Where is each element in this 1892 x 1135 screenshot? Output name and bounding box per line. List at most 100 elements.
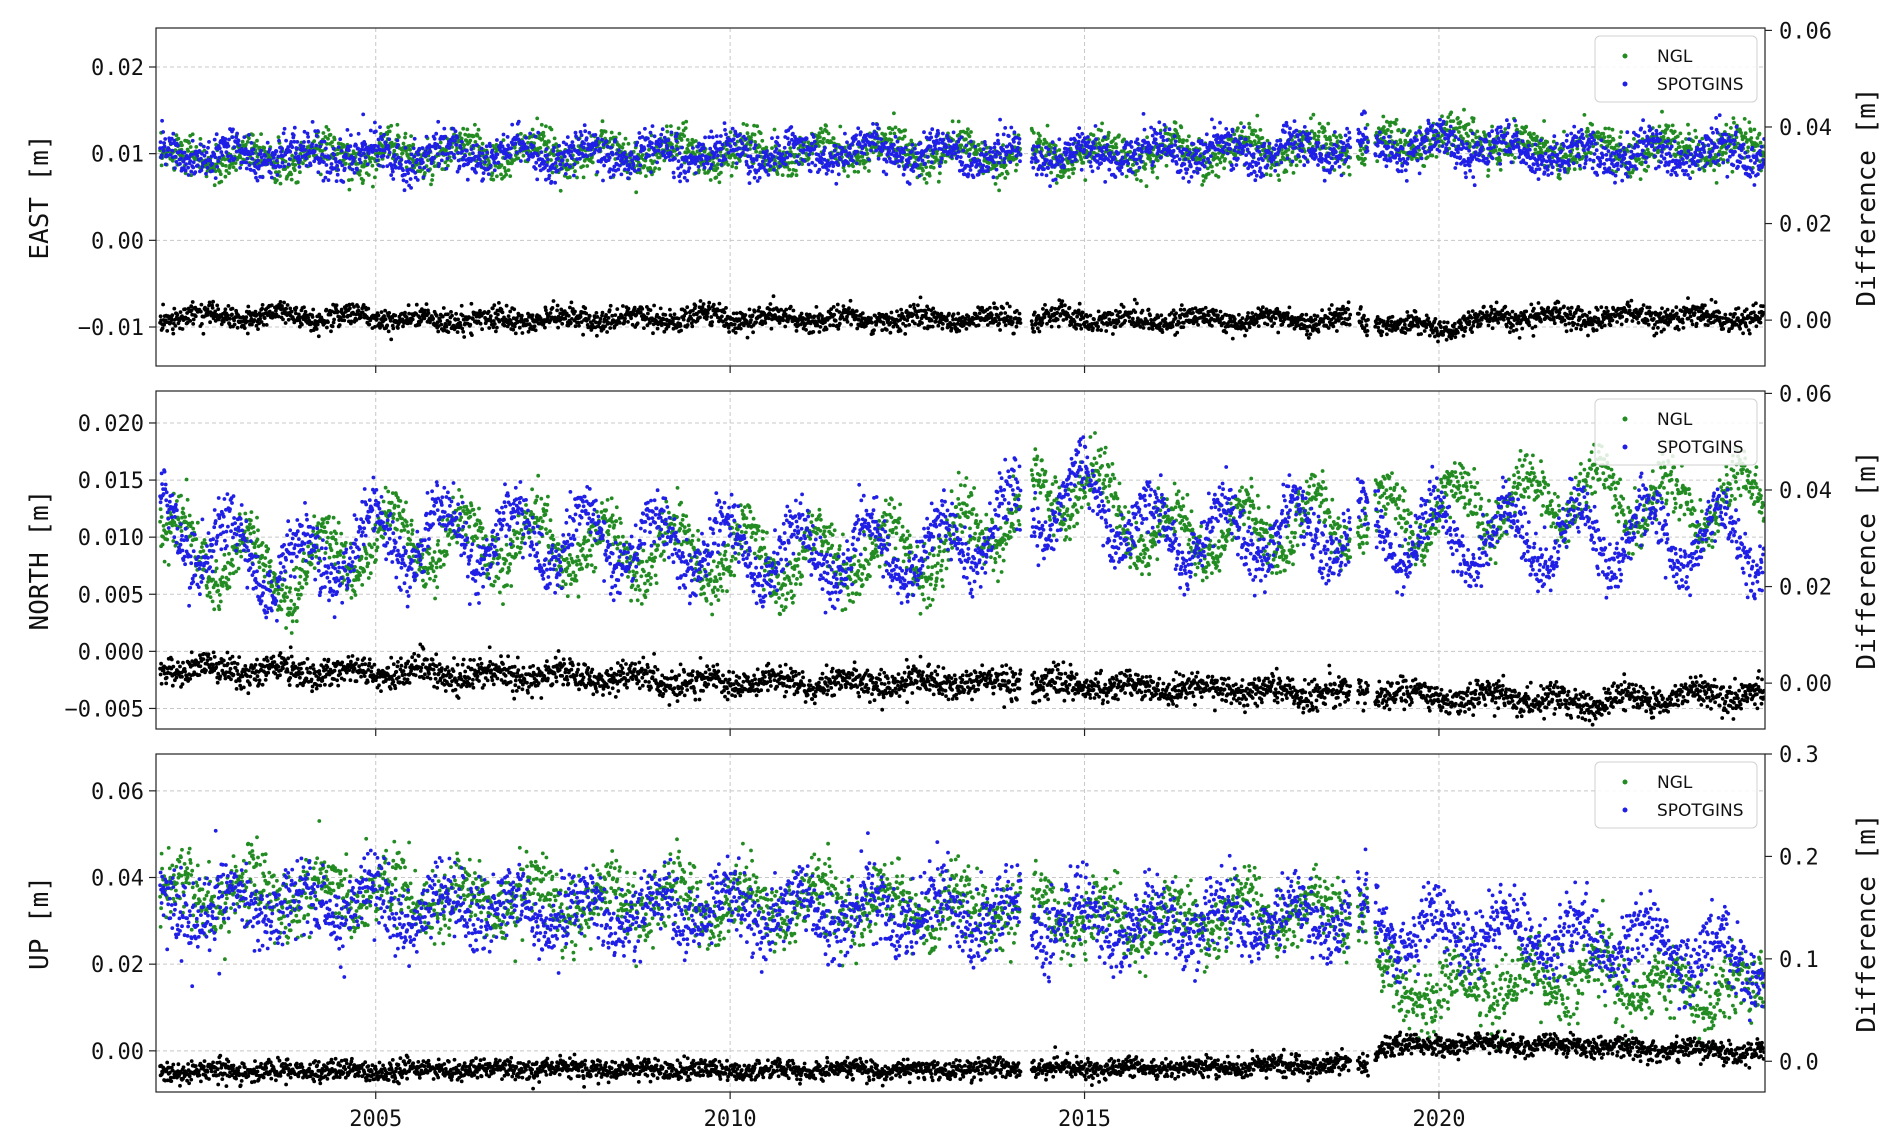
point-ngl: [1394, 117, 1399, 122]
point-spotgins: [381, 153, 386, 158]
point-spotgins: [1030, 148, 1035, 152]
point-spotgins: [709, 129, 714, 134]
point-ngl: [332, 137, 337, 142]
point-spotgins: [238, 166, 243, 170]
point-ngl: [686, 149, 691, 154]
point-spotgins: [989, 146, 993, 151]
point-spotgins: [412, 154, 417, 159]
point-spotgins: [610, 152, 615, 157]
point-spotgins: [173, 166, 177, 171]
point-spotgins: [817, 167, 822, 172]
point-ngl: [1490, 124, 1494, 129]
point-ngl: [1661, 134, 1666, 139]
point-ngl: [810, 151, 815, 156]
point-spotgins: [826, 168, 830, 173]
point-spotgins: [797, 162, 801, 167]
point-spotgins: [409, 186, 413, 190]
point-spotgins: [478, 157, 482, 162]
point-spotgins: [401, 168, 405, 173]
point-spotgins: [361, 151, 366, 156]
point-ngl: [1475, 129, 1480, 134]
point-spotgins: [903, 145, 908, 150]
point-spotgins: [613, 138, 618, 142]
point-spotgins: [535, 177, 540, 182]
point-spotgins: [323, 175, 328, 180]
point-spotgins: [1128, 167, 1133, 172]
point-spotgins: [432, 136, 437, 141]
point-ngl: [1210, 164, 1214, 169]
point-ngl: [1743, 131, 1748, 136]
point-ngl: [218, 172, 223, 177]
point-spotgins: [347, 165, 352, 170]
point-spotgins: [274, 149, 279, 154]
point-spotgins: [917, 174, 922, 178]
point-spotgins: [981, 147, 986, 152]
point-spotgins: [981, 163, 986, 168]
point-spotgins: [455, 135, 459, 140]
point-ngl: [1640, 160, 1644, 165]
point-spotgins: [694, 171, 698, 175]
point-spotgins: [382, 132, 386, 137]
point-ngl: [374, 167, 379, 172]
point-spotgins: [832, 148, 837, 153]
point-spotgins: [703, 135, 707, 140]
point-spotgins: [576, 137, 581, 142]
point-ngl: [1523, 129, 1528, 134]
point-ngl: [278, 181, 283, 186]
point-ngl: [377, 151, 381, 156]
point-ngl: [1131, 163, 1136, 167]
point-spotgins: [408, 177, 413, 181]
point-spotgins: [895, 139, 900, 144]
point-ngl: [752, 132, 757, 137]
point-ngl: [473, 122, 477, 127]
point-spotgins: [269, 175, 274, 180]
point-spotgins: [915, 163, 920, 168]
point-ngl: [1003, 176, 1008, 180]
point-spotgins: [992, 145, 997, 150]
point-ngl: [1493, 148, 1498, 153]
point-spotgins: [583, 129, 588, 134]
point-ngl: [1742, 117, 1747, 121]
point-spotgins: [649, 170, 653, 175]
point-spotgins: [457, 164, 462, 169]
point-spotgins: [869, 148, 873, 153]
point-spotgins: [855, 149, 860, 154]
point-ngl: [1422, 164, 1427, 169]
point-ngl: [1562, 129, 1566, 134]
point-ngl: [411, 142, 416, 147]
point-spotgins: [195, 154, 200, 158]
point-spotgins: [412, 136, 417, 141]
point-ngl: [644, 174, 648, 179]
point-ngl: [708, 178, 713, 182]
point-spotgins: [195, 163, 200, 168]
point-ngl: [1071, 171, 1075, 176]
point-spotgins: [531, 144, 536, 148]
point-ngl: [1253, 129, 1258, 133]
point-ngl: [1466, 122, 1471, 126]
point-ngl: [681, 121, 686, 126]
point-spotgins: [1006, 134, 1011, 139]
point-spotgins: [955, 146, 960, 150]
point-spotgins: [477, 154, 481, 159]
point-ngl: [1670, 123, 1675, 128]
point-spotgins: [210, 161, 215, 166]
point-spotgins: [335, 163, 339, 168]
point-spotgins: [1050, 140, 1055, 145]
point-ngl: [549, 158, 553, 162]
point-spotgins: [808, 169, 813, 174]
point-ngl: [1457, 130, 1461, 134]
point-ngl: [745, 131, 750, 136]
point-spotgins: [375, 158, 379, 163]
point-spotgins: [646, 136, 650, 141]
point-ngl: [1752, 127, 1757, 132]
point-ngl: [1644, 169, 1649, 173]
point-spotgins: [280, 160, 285, 165]
point-spotgins: [363, 142, 368, 147]
point-spotgins: [1092, 146, 1097, 150]
point-ngl: [856, 155, 861, 160]
point-ngl: [544, 142, 549, 147]
point-spotgins: [676, 159, 681, 164]
point-ngl: [1535, 134, 1539, 139]
point-ngl: [1393, 122, 1398, 126]
point-spotgins: [650, 141, 654, 146]
